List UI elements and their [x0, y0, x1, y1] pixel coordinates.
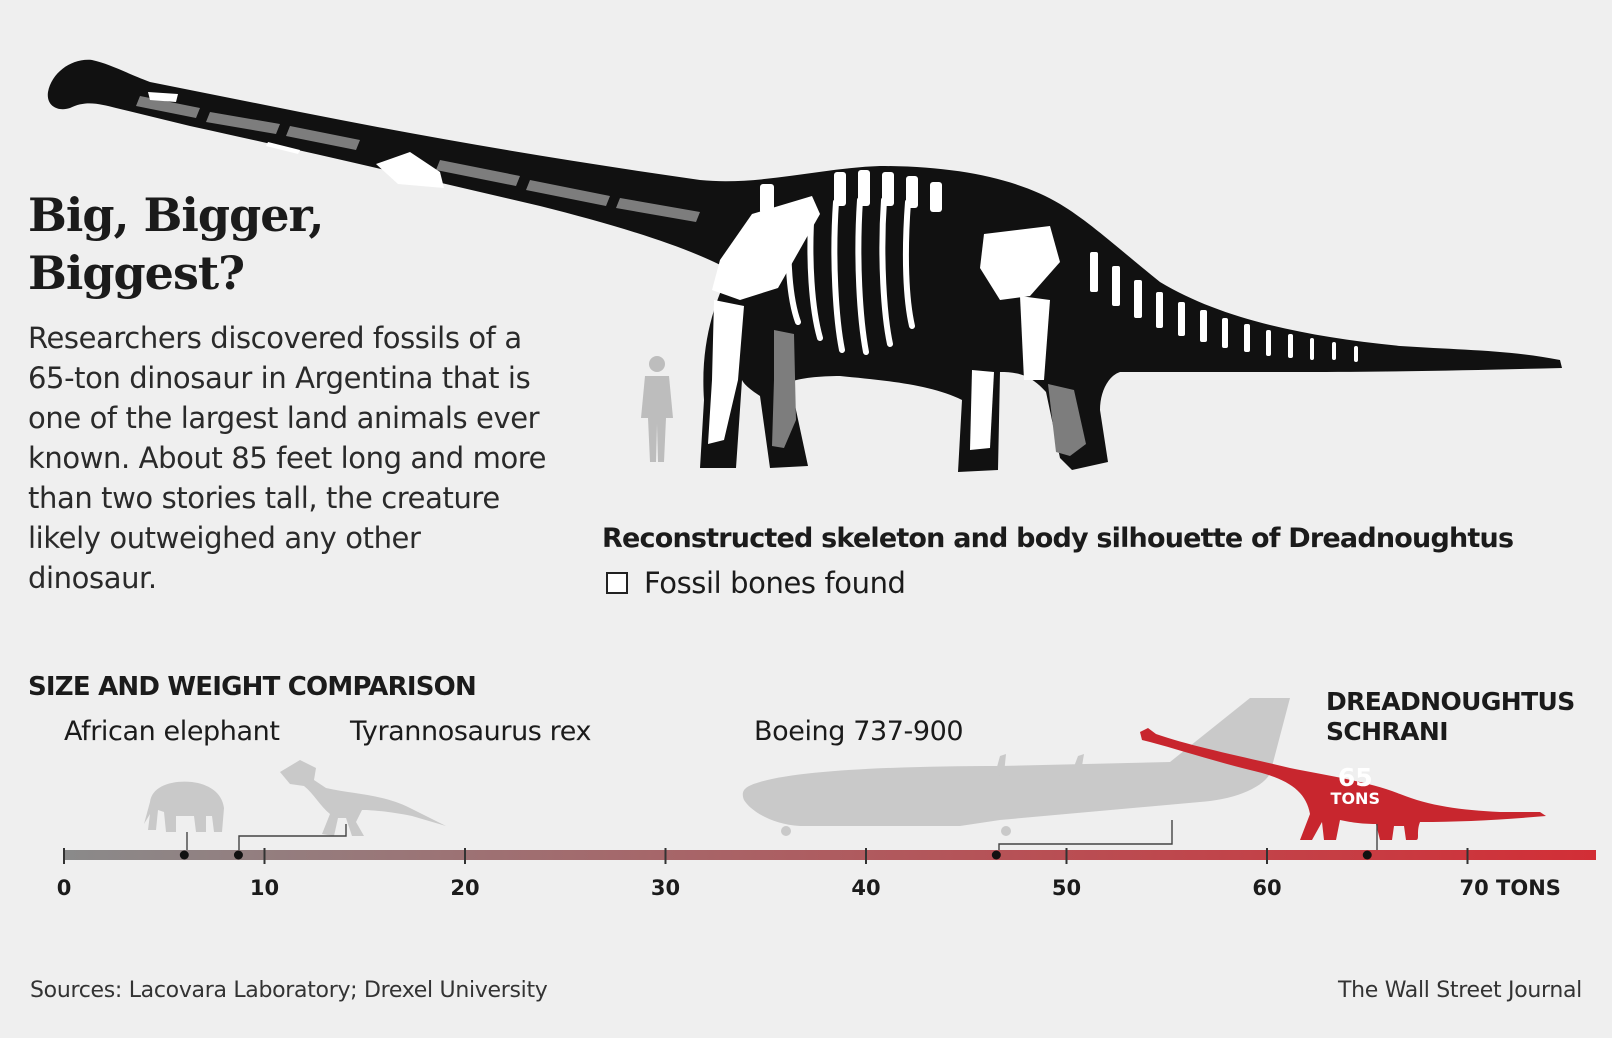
sources-note: Sources: Lacovara Laboratory; Drexel Uni… [30, 978, 548, 1003]
data-point-label: SCHRANI [1326, 717, 1448, 746]
skeleton-caption: Reconstructed skeleton and body silhouet… [602, 523, 1514, 554]
elephant-silhouette [144, 781, 224, 832]
data-point-label: African elephant [64, 716, 280, 747]
weight-comparison-chart: 0 10 20 30 40 50 60 70 TONS African elephant Tyr… [57, 690, 1596, 900]
legend-swatch-white-box [606, 572, 628, 594]
boeing-737-silhouette [742, 698, 1290, 836]
boeing-leader [998, 820, 1173, 854]
leader-lines [186, 820, 1378, 854]
scale-tick-label: 10 [250, 876, 279, 900]
trex-silhouette [280, 760, 446, 836]
dorsal-spines [760, 170, 942, 214]
data-point-marker [1362, 850, 1372, 860]
publisher-credit: The Wall Street Journal [1338, 978, 1582, 1003]
headline-body: Researchers discovered fossils of a 65-t… [28, 321, 547, 595]
fossil-legend: Fossil bones found [606, 566, 906, 600]
scale-tick-label: 0 [57, 876, 72, 900]
legend-label: Fossil bones found [644, 566, 906, 600]
comparison-title: SIZE AND WEIGHT COMPARISON [28, 672, 477, 702]
dreadnoughtus-value-label: 65 [1338, 763, 1373, 792]
scale-tick-label: 30 [651, 876, 680, 900]
data-point-label: Tyrannosaurus rex [349, 716, 591, 747]
headline-title: Big, Bigger, Biggest? [28, 188, 324, 300]
dreadnoughtus-unit-label: TONS [1331, 789, 1380, 808]
data-point-marker [233, 850, 243, 860]
data-point-marker [179, 850, 189, 860]
hindlimb-rear [1048, 384, 1086, 456]
scapula-bone [712, 196, 820, 300]
data-point-label: Boeing 737-900 [754, 716, 963, 747]
point-layer [179, 850, 1372, 860]
scale-tick-label: 50 [1052, 876, 1081, 900]
pelvis-bone [980, 226, 1060, 300]
weight-scale-bar [64, 850, 1596, 860]
dinosaur-body-silhouette [47, 59, 1563, 472]
trex-leader [238, 824, 347, 854]
hindlimb-femur [1020, 296, 1050, 380]
data-point-label: DREADNOUGHTUS [1326, 690, 1575, 716]
forelimb-bones [708, 300, 744, 444]
scale-tick-label: 60 [1252, 876, 1281, 900]
scale-tick-label: 40 [851, 876, 880, 900]
dreadnoughtus-silhouette [1140, 728, 1546, 840]
neck-bones-found [148, 92, 444, 188]
forelimb-rear-bone [772, 330, 796, 448]
dreadnoughtus-skeleton-illustration [47, 59, 1563, 472]
human-scale-figure [641, 356, 673, 462]
tick-layer: 0 10 20 30 40 50 60 70 TONS [57, 848, 1561, 900]
tail-vertebrae [1090, 252, 1358, 362]
data-point-marker [991, 850, 1001, 860]
scale-tick-label: 70 TONS [1460, 876, 1561, 900]
label-layer: African elephant Tyrannosaurus rex Boeing … [64, 690, 1575, 808]
hindlimb-lower [970, 370, 994, 450]
neck-vertebrae [136, 96, 700, 222]
scale-tick-label: 20 [450, 876, 479, 900]
